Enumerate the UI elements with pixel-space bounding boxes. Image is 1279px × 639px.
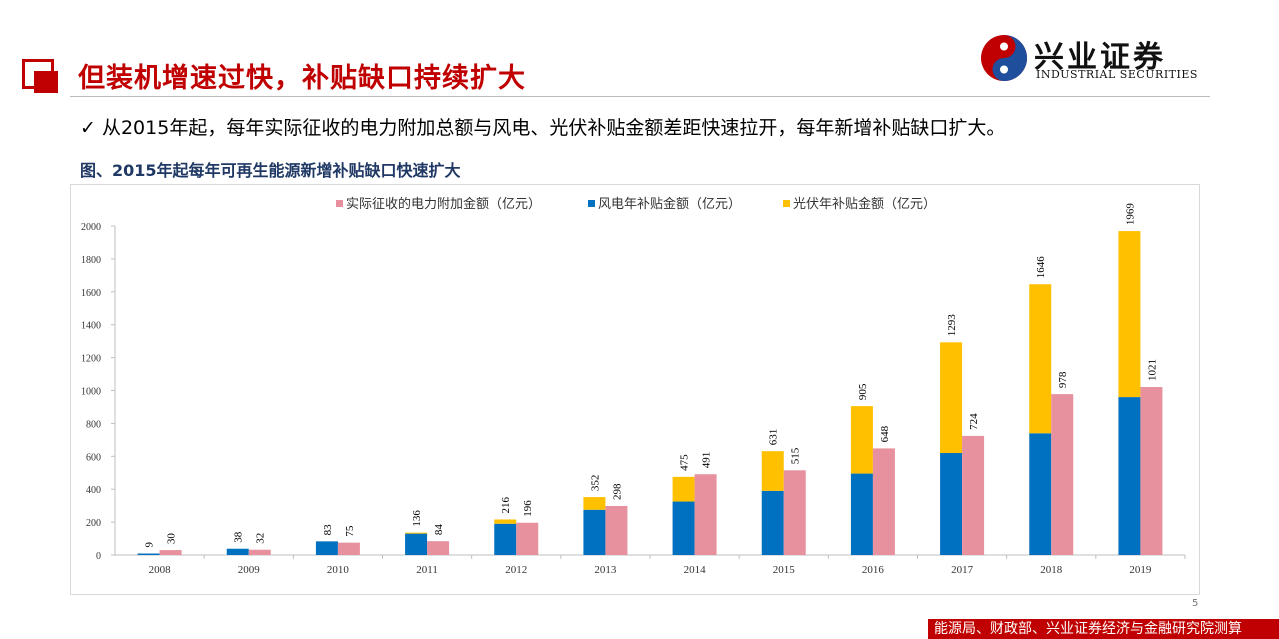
legend-label-2: 光伏年补贴金额（亿元） xyxy=(793,196,936,212)
x-tick-label: 2009 xyxy=(238,564,261,576)
bar-wind-2013 xyxy=(583,509,606,555)
chart-container: 0 200 400 600 800 1000 1200 1400 1600 1800 2000 200… xyxy=(70,184,1200,595)
page-title: 但装机增速过快，补贴缺口持续扩大 xyxy=(78,63,526,94)
header-divider xyxy=(70,96,1210,97)
x-tick-label: 2017 xyxy=(951,564,974,576)
bullet-point: ✓ 从2015年起，每年实际征收的电力附加总额与风电、光伏补贴金额差距快速拉开，… xyxy=(80,117,1006,139)
x-tick-label: 2016 xyxy=(862,564,885,576)
bar-actual-2009 xyxy=(248,549,271,555)
legend-label-0: 实际征收的电力附加金额（亿元） xyxy=(346,196,541,212)
bar-solar-2016 xyxy=(850,406,873,474)
label-subsidy-total: 905 xyxy=(857,383,869,400)
label-actual: 1021 xyxy=(1146,359,1158,381)
bar-actual-2010 xyxy=(337,542,360,555)
label-actual: 84 xyxy=(433,524,445,536)
label-actual: 978 xyxy=(1057,371,1069,388)
page-number: 5 xyxy=(1192,598,1199,609)
bar-wind-2015 xyxy=(761,490,784,555)
label-subsidy-total: 352 xyxy=(589,475,601,492)
bar-wind-2008 xyxy=(137,553,160,555)
bar-wind-2012 xyxy=(494,523,517,555)
x-tick-label: 2014 xyxy=(684,564,707,576)
bar-wind-2019 xyxy=(1118,397,1141,555)
bar-solar-2012 xyxy=(494,519,517,524)
label-subsidy-total: 216 xyxy=(500,496,512,513)
x-tick-label: 2015 xyxy=(773,564,796,576)
y-tick-label: 800 xyxy=(86,419,101,430)
bar-wind-2010 xyxy=(315,541,338,555)
label-subsidy-total: 1969 xyxy=(1124,203,1136,226)
y-tick-label: 1600 xyxy=(81,288,101,299)
bar-solar-2018 xyxy=(1029,284,1052,434)
bar-solar-2017 xyxy=(940,342,963,454)
x-tick-label: 2008 xyxy=(149,564,172,576)
bar-solar-2013 xyxy=(583,497,606,510)
bar-actual-2019 xyxy=(1140,387,1163,555)
label-subsidy-total: 475 xyxy=(679,454,691,471)
x-tick-label: 2019 xyxy=(1129,564,1152,576)
bar-wind-2017 xyxy=(940,453,963,555)
bar-solar-2011 xyxy=(405,532,428,534)
x-tick-label: 2012 xyxy=(505,564,527,576)
x-tick-label: 2018 xyxy=(1040,564,1063,576)
label-actual: 515 xyxy=(790,447,802,464)
bar-actual-2015 xyxy=(783,470,806,555)
bar-wind-2016 xyxy=(850,473,873,555)
x-tick-label: 2013 xyxy=(594,564,617,576)
label-actual: 648 xyxy=(879,425,891,442)
x-tick-label: 2010 xyxy=(327,564,350,576)
logo-emblem-icon xyxy=(981,35,1027,81)
label-actual: 491 xyxy=(701,452,713,469)
label-actual: 32 xyxy=(255,533,267,544)
label-actual: 75 xyxy=(344,525,356,537)
y-tick-label: 2000 xyxy=(81,222,101,233)
logo-text-cn: 兴业证券 xyxy=(1034,40,1166,75)
bar-wind-2018 xyxy=(1029,433,1052,555)
bar-actual-2012 xyxy=(516,522,539,555)
title-marker xyxy=(22,59,60,95)
bar-actual-2008 xyxy=(159,550,182,555)
bar-actual-2014 xyxy=(694,474,717,555)
y-tick-label: 400 xyxy=(86,485,101,496)
legend-swatch-0 xyxy=(336,200,343,207)
label-subsidy-total: 83 xyxy=(322,524,334,536)
label-subsidy-total: 1646 xyxy=(1035,256,1047,279)
label-subsidy-total: 136 xyxy=(411,510,423,527)
bar-solar-2019 xyxy=(1118,231,1141,398)
bar-wind-2009 xyxy=(226,548,249,555)
label-subsidy-total: 1293 xyxy=(946,314,958,337)
bar-actual-2018 xyxy=(1051,394,1074,555)
bar-actual-2013 xyxy=(605,505,628,555)
y-tick-label: 600 xyxy=(86,452,101,463)
company-logo: 兴业证券 INDUSTRIAL SECURITIES xyxy=(980,34,1200,84)
y-tick-label: 1000 xyxy=(81,387,101,398)
label-subsidy-total: 38 xyxy=(233,531,245,543)
label-actual: 724 xyxy=(968,413,980,430)
bar-actual-2017 xyxy=(962,435,985,555)
bar-solar-2015 xyxy=(761,451,784,491)
label-actual: 196 xyxy=(522,500,534,517)
y-tick-label: 0 xyxy=(96,551,101,562)
logo-text-en: INDUSTRIAL SECURITIES xyxy=(1036,68,1198,81)
legend-label-1: 风电年补贴金额（亿元） xyxy=(598,196,741,212)
bar-actual-2016 xyxy=(872,448,895,555)
bar-solar-2014 xyxy=(672,476,695,502)
y-tick-label: 1200 xyxy=(81,354,101,365)
label-subsidy-total: 631 xyxy=(768,429,780,446)
bar-chart: 0 200 400 600 800 1000 1200 1400 1600 1800 2000 200… xyxy=(81,196,1186,576)
bar-wind-2011 xyxy=(405,533,428,555)
legend-swatch-1 xyxy=(588,200,595,207)
source-note: 能源局、财政部、兴业证券经济与金融研究院测算 xyxy=(928,619,1279,639)
figure-title: 图、2015年起每年可再生能源新增补贴缺口快速扩大 xyxy=(80,161,461,180)
label-subsidy-total: 9 xyxy=(144,542,156,548)
x-tick-label: 2011 xyxy=(416,564,438,576)
bar-wind-2014 xyxy=(672,501,695,555)
y-tick-label: 1400 xyxy=(81,321,101,332)
y-tick-label: 1800 xyxy=(81,255,101,266)
bar-actual-2011 xyxy=(427,541,450,555)
label-actual: 298 xyxy=(611,483,623,500)
legend-swatch-2 xyxy=(783,200,790,207)
label-actual: 30 xyxy=(166,533,178,545)
y-tick-label: 200 xyxy=(86,518,101,529)
